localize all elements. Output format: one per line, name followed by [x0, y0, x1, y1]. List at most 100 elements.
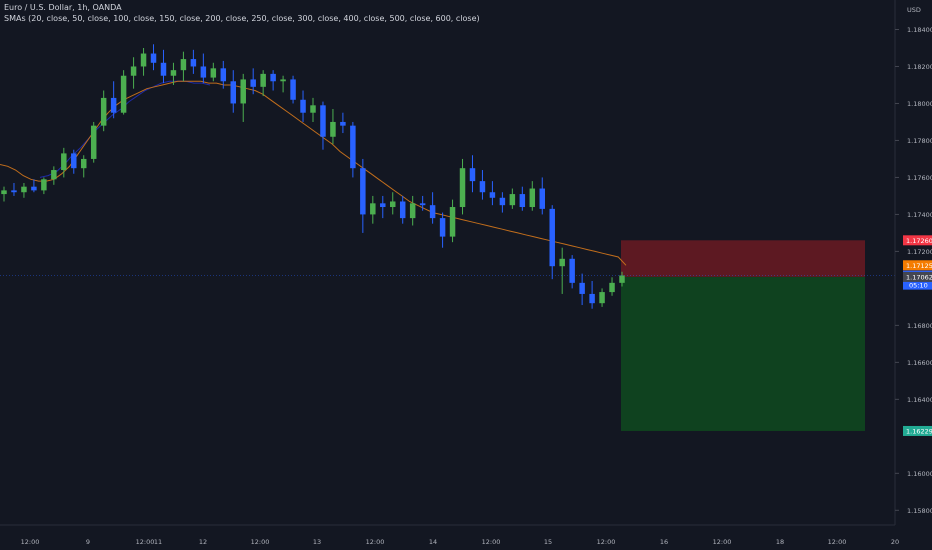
take-profit-zone — [621, 276, 865, 431]
candle-body — [71, 153, 77, 169]
candle-body — [200, 66, 207, 78]
price-tick-label: 1.17400 — [907, 211, 932, 219]
position-zones — [621, 240, 865, 431]
candle-body — [170, 70, 177, 76]
candle-body — [350, 125, 356, 169]
time-tick-label: 12:00 — [251, 538, 270, 546]
candle-body — [380, 203, 386, 208]
candle-body — [469, 168, 476, 182]
time-tick-label: 12:00 — [482, 538, 501, 546]
candle-body — [399, 201, 406, 219]
candle-body — [61, 153, 67, 171]
candle-body — [549, 208, 555, 267]
stop-price-badge — [903, 235, 932, 246]
candle-body — [21, 186, 27, 193]
price-tick-label: 1.16800 — [907, 322, 932, 330]
candle-body — [11, 190, 17, 193]
price-tick-label: 1.18400 — [907, 26, 932, 34]
candle-body — [489, 192, 496, 198]
time-tick-label: 12:00 — [597, 538, 616, 546]
candle-body — [90, 125, 97, 159]
candle-body — [499, 197, 506, 206]
candle-body — [439, 218, 446, 237]
candle-body — [180, 59, 187, 71]
stop-loss-zone — [621, 240, 865, 277]
candle-body — [140, 53, 147, 67]
price-tick-label: 1.18000 — [907, 100, 932, 108]
candle-body — [51, 170, 57, 180]
time-tick-label: 12:00 — [713, 538, 732, 546]
candle-body — [419, 203, 426, 206]
price-tick-label: 1.16400 — [907, 396, 932, 404]
price-tick-label: 1.17200 — [907, 248, 932, 256]
candle-body — [569, 258, 575, 283]
time-axis: 12:00 9 12:00 11 12 12:00 13 12:00 14 12:00 15 12:0… — [21, 538, 900, 546]
candle-body — [220, 68, 227, 82]
time-tick-label: 12:00 — [366, 538, 385, 546]
candle-body — [529, 188, 536, 208]
entry-price-badge — [903, 271, 932, 282]
candle-body — [290, 79, 296, 100]
time-tick-label: 20 — [891, 538, 899, 546]
candle-body — [240, 79, 246, 104]
candle-body — [190, 59, 197, 67]
candle-body — [609, 282, 615, 293]
candle-body — [150, 53, 157, 63]
price-tick-label: 1.18200 — [907, 63, 932, 71]
candle-body — [479, 181, 486, 193]
candle-body — [509, 194, 516, 206]
candle-body — [589, 293, 595, 304]
candle-body — [230, 81, 236, 104]
candle-body — [599, 292, 605, 304]
candle-body — [579, 282, 585, 294]
sma-price-badge-label: 1.17125 — [906, 262, 932, 270]
candle-body — [160, 62, 167, 76]
candle-body — [270, 73, 276, 82]
price-tick-label: 1.16600 — [907, 359, 932, 367]
time-tick-label: 18 — [776, 538, 784, 546]
candle-body — [300, 99, 306, 113]
price-tick-label: 1.17600 — [907, 174, 932, 182]
price-tick-label: 1.16000 — [907, 470, 932, 478]
time-tick-label: 9 — [86, 538, 90, 546]
candle-body — [409, 203, 416, 219]
indicator-legend[interactable]: SMAs (20, close, 50, close, 100, close, … — [4, 14, 480, 23]
price-tick-label: 1.15800 — [907, 507, 932, 515]
candle-body — [559, 258, 565, 267]
price-tick-label: 1.17800 — [907, 137, 932, 145]
entry-price-badge-label: 1.17062 — [906, 273, 932, 281]
candle-body — [41, 179, 47, 191]
candle-body — [360, 168, 366, 215]
time-tick-label: 12 — [199, 538, 207, 546]
candle-body — [619, 275, 625, 283]
candle-body — [539, 188, 545, 209]
candle-body — [210, 68, 217, 78]
price-axis: 1.18400 1.18200 1.18000 1.17800 1.17600 1.174… — [895, 26, 932, 515]
time-tick-label: 16 — [660, 538, 668, 546]
candle-body — [320, 105, 326, 137]
time-tick-label: 12:00 — [21, 538, 40, 546]
candle-body — [459, 168, 466, 208]
candle-body — [519, 194, 526, 208]
candle-body — [260, 73, 266, 87]
target-price-badge — [903, 425, 932, 436]
candle-body — [110, 97, 117, 113]
countdown-badge-label: 05:10 — [909, 282, 928, 290]
time-tick-label: 15 — [544, 538, 552, 546]
candle-body — [81, 158, 87, 169]
candle-body — [370, 203, 376, 215]
currency-label: USD — [907, 6, 921, 14]
countdown-badge — [903, 280, 932, 290]
time-tick-label: 13 — [313, 538, 321, 546]
stop-price-badge-label: 1.17260 — [906, 237, 932, 245]
candle-body — [390, 201, 396, 208]
candle-body — [310, 105, 316, 113]
chart-title[interactable]: Euro / U.S. Dollar, 1h, OANDA — [4, 3, 122, 12]
candle-body — [100, 97, 107, 126]
time-tick-label: 11 — [154, 538, 162, 546]
candlestick-series — [1, 44, 625, 309]
candle-body — [1, 190, 7, 195]
candle-body — [250, 79, 256, 87]
